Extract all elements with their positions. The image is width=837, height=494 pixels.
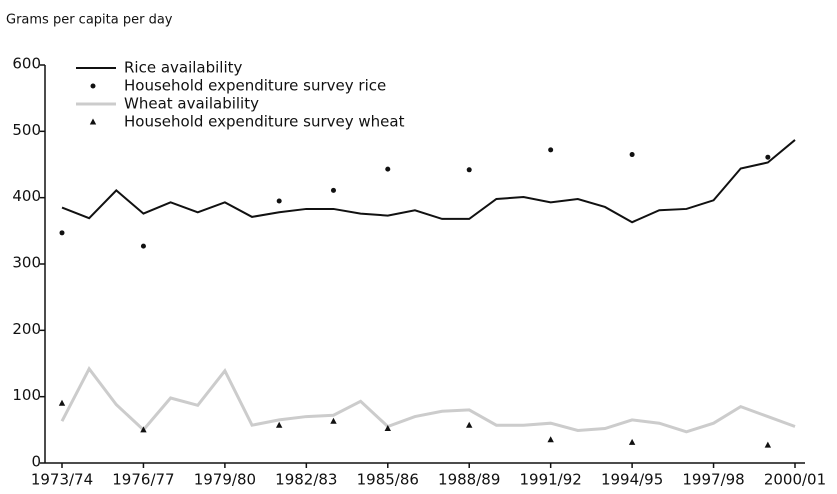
x-tick-label: 1997/98 xyxy=(682,471,744,489)
survey-point xyxy=(384,425,391,432)
x-tick-label: 1979/80 xyxy=(194,471,256,489)
x-tick-label: 1988/89 xyxy=(438,471,500,489)
survey-point xyxy=(385,166,391,172)
survey-point xyxy=(330,417,337,424)
y-tick-label: 600 xyxy=(12,55,41,73)
x-tick-label: 1973/74 xyxy=(31,471,93,489)
survey-point xyxy=(764,441,772,448)
survey-point xyxy=(59,230,65,236)
legend-label: Rice availability xyxy=(124,59,243,77)
series-line xyxy=(61,139,796,224)
survey-point xyxy=(58,399,66,406)
x-tick-label: 1994/95 xyxy=(601,471,663,489)
series-line xyxy=(60,366,796,434)
y-axis-label: Grams per capita per day xyxy=(6,13,173,28)
y-tick-label: 500 xyxy=(12,121,41,139)
y-tick-label: 200 xyxy=(12,320,41,338)
x-tick-label: 1976/77 xyxy=(112,471,174,489)
survey-point xyxy=(548,147,554,153)
survey-point xyxy=(466,421,473,428)
legend-label: Household expenditure survey wheat xyxy=(124,113,405,131)
survey-point xyxy=(330,187,336,193)
survey-point xyxy=(547,436,554,443)
x-tick-label: 2000/01 xyxy=(764,471,826,489)
y-tick-label: 100 xyxy=(12,386,41,404)
survey-point xyxy=(466,167,472,173)
survey-point xyxy=(276,198,282,204)
y-tick-label: 0 xyxy=(31,453,41,471)
y-tick-label: 400 xyxy=(12,187,41,205)
x-tick-label: 1985/86 xyxy=(357,471,419,489)
survey-point xyxy=(275,421,283,428)
survey-point xyxy=(89,118,97,125)
y-tick-label: 300 xyxy=(12,254,41,272)
survey-point xyxy=(629,152,635,158)
legend-label: Household expenditure survey rice xyxy=(124,77,386,95)
survey-point xyxy=(140,426,147,433)
survey-point xyxy=(765,154,771,160)
survey-point xyxy=(140,243,146,249)
legend-label: Wheat availability xyxy=(124,95,259,113)
survey-point xyxy=(628,438,636,445)
survey-point xyxy=(90,83,96,89)
x-tick-label: 1991/92 xyxy=(520,471,582,489)
x-tick-label: 1982/83 xyxy=(275,471,337,489)
